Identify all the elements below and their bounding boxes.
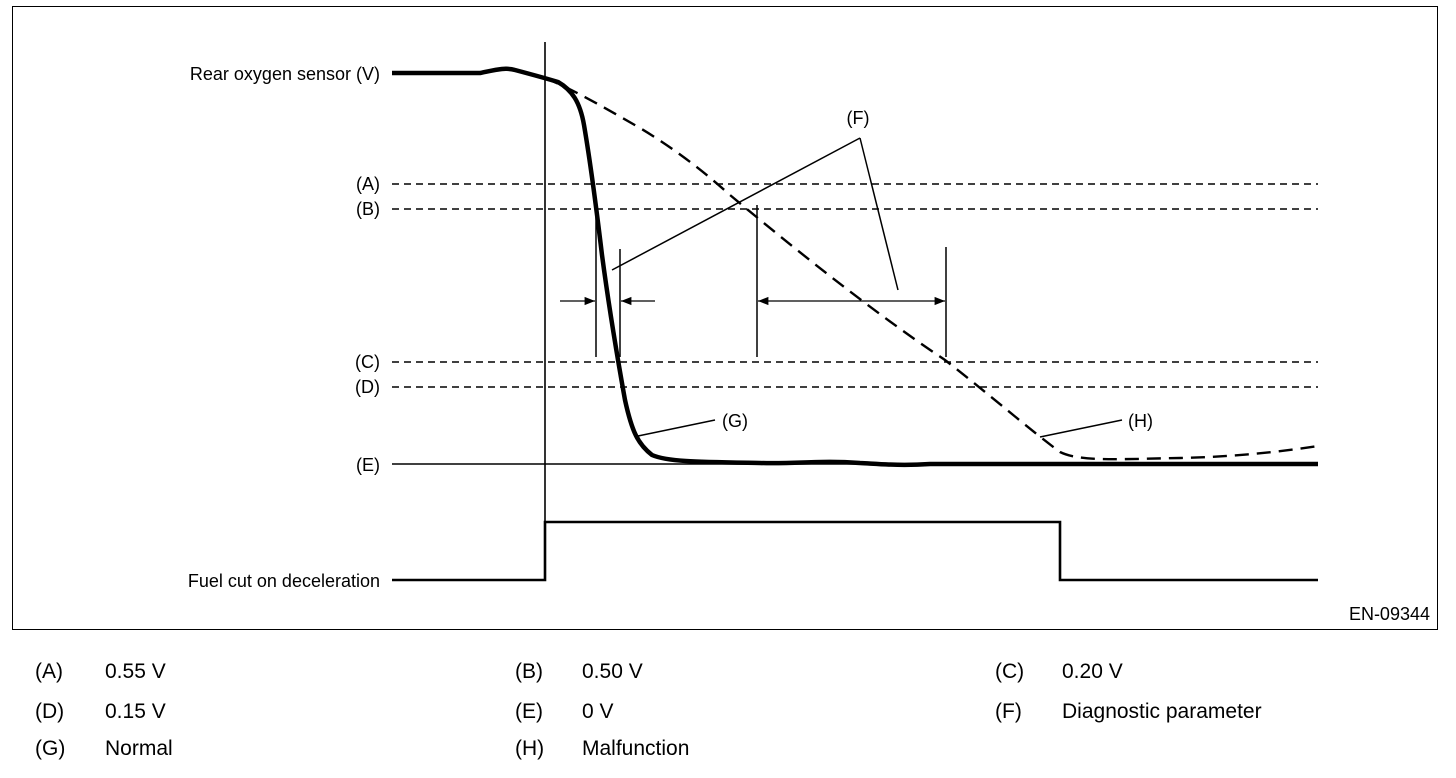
legend-value: 0 V [582,700,614,723]
legend-key: (F) [995,700,1022,723]
callout-f-label: (F) [847,108,870,128]
fuel-cut-signal [392,520,1318,582]
legend-key: (G) [35,737,66,760]
level-label-c: (C) [355,352,380,372]
rear-oxygen-sensor-label: Rear oxygen sensor (V) [190,64,380,84]
callout-f-leader-malfunction [859,137,899,291]
legend-key: (E) [515,700,543,723]
legend-value: Diagnostic parameter [1062,700,1262,723]
level-label-e: (E) [356,455,380,475]
callout-h-leader [1039,419,1123,438]
figure-code: EN-09344 [1349,604,1430,624]
legend-key: (H) [515,737,545,760]
level-label-b: (B) [356,199,380,219]
legend-value: Malfunction [582,737,690,760]
legend-key: (D) [35,700,65,723]
legend-key: (A) [35,660,63,683]
legend-key: (B) [515,660,543,683]
legend: (A) 0.55 V (B) 0.50 V (C) 0.20 V (D) 0.1… [0,650,1456,770]
level-label-a: (A) [356,174,380,194]
callout-h-label: (H) [1128,411,1153,431]
callout-g-label: (G) [722,411,748,431]
malfunction-curve [544,76,1319,461]
level-label-d: (D) [355,377,380,397]
legend-value: 0.55 V [105,660,166,683]
figure-frame [12,6,1438,630]
oxygen-sensor-timing-diagram: Rear oxygen sensor (V) Fuel cut on decel… [188,42,1430,624]
normal-curve [392,66,1318,468]
legend-key: (C) [995,660,1025,683]
legend-value: 0.15 V [105,700,166,723]
legend-value: 0.20 V [1062,660,1123,683]
legend-value: 0.50 V [582,660,643,683]
callout-f-leader-normal [611,137,861,271]
fuel-cut-label: Fuel cut on deceleration [188,571,380,591]
callout-g-leader [637,419,716,437]
legend-value: Normal [105,737,173,760]
